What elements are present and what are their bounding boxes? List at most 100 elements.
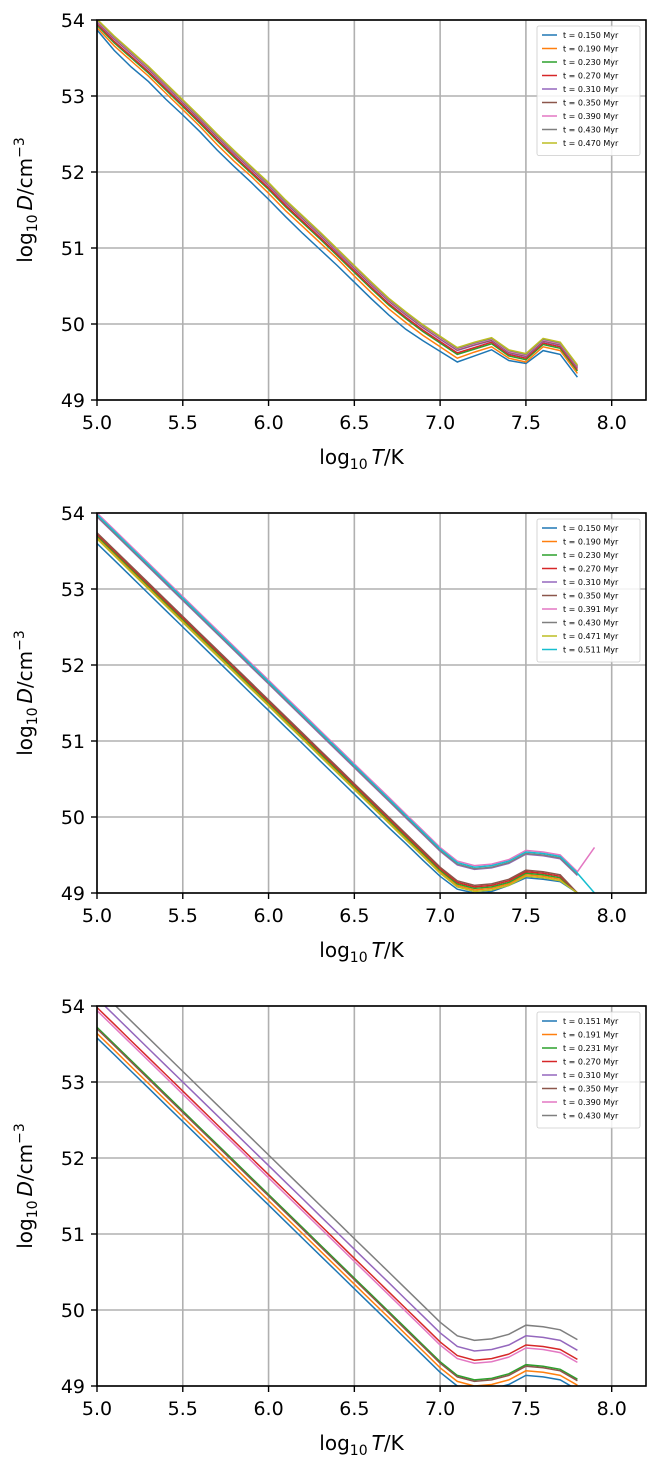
series-line-2 <box>97 536 578 893</box>
x-tick-label: 7.0 <box>425 1398 455 1420</box>
legend-label: t = 0.430 Myr <box>563 619 619 628</box>
chart-3-svg: 5.0 5.5 6.0 6.5 7.0 7.5 8.0 49 50 51 52 53 54 log10 T/… <box>12 996 647 1459</box>
y-tick-label: 52 <box>61 1148 85 1170</box>
legend-label: t = 0.470 Myr <box>563 139 619 148</box>
x-axis-label: log10 T/K <box>319 938 404 966</box>
series-line-3 <box>97 535 578 893</box>
legend-label: t = 0.190 Myr <box>563 538 619 547</box>
series-line-4 <box>97 1006 578 1361</box>
y-axis-label: log10D/cm−3 <box>12 630 41 756</box>
x-tick-label: 7.0 <box>425 905 455 927</box>
series-line-5 <box>103 1006 578 1352</box>
legend-label: t = 0.270 Myr <box>563 565 619 574</box>
series-group <box>97 20 578 378</box>
legend-label: t = 0.350 Myr <box>563 1085 619 1094</box>
plot-frame <box>96 512 647 894</box>
series-line-6 <box>97 20 578 368</box>
legend-label: t = 0.310 Myr <box>563 1071 619 1080</box>
series-line-4 <box>97 23 578 371</box>
series-line-2 <box>97 1032 578 1386</box>
y-tick-label: 49 <box>61 1376 85 1398</box>
legend-label: t = 0.430 Myr <box>563 1112 619 1121</box>
legend: t = 0.150 Myr t = 0.190 Myr t = 0.230 Myr t… <box>536 25 641 156</box>
x-tick-label: 6.5 <box>339 1398 369 1420</box>
legend-box <box>536 25 641 156</box>
chart-panel-2: 5.0 5.5 6.0 6.5 7.0 7.5 8.0 49 50 51 52 53 54 log10 T/… <box>0 493 655 985</box>
x-tick-label: 7.0 <box>425 412 455 434</box>
legend: t = 0.150 Myr t = 0.190 Myr t = 0.230 Myr t… <box>536 518 641 663</box>
y-tick-label: 54 <box>61 996 85 1018</box>
series-line-6 <box>97 1028 578 1383</box>
x-tick-label: 6.0 <box>253 412 283 434</box>
series-line-2 <box>97 27 578 374</box>
series-line-9 <box>97 538 578 893</box>
legend-label: t = 0.310 Myr <box>563 85 619 94</box>
series-line-8 <box>97 515 578 876</box>
legend-label: t = 0.471 Myr <box>563 632 619 641</box>
y-tick-label: 50 <box>61 1300 85 1322</box>
series-line-5 <box>97 516 578 877</box>
series-line-1 <box>97 1037 573 1386</box>
x-tick-label: 6.5 <box>339 412 369 434</box>
x-tick-label: 7.5 <box>511 412 541 434</box>
series-line-6 <box>97 532 578 893</box>
series-line-4 <box>97 533 578 893</box>
y-tick-label: 52 <box>61 162 85 184</box>
legend-label: t = 0.150 Myr <box>563 524 619 533</box>
legend-label: t = 0.190 Myr <box>563 45 619 54</box>
y-tick-label: 54 <box>61 503 85 525</box>
series-line-1 <box>97 542 578 893</box>
plot-frame <box>96 1005 647 1387</box>
x-tick-label: 8.0 <box>597 1398 627 1420</box>
legend-box <box>536 518 641 663</box>
series-group <box>97 513 596 893</box>
y-tick-label: 49 <box>61 883 85 905</box>
legend-label: t = 0.230 Myr <box>563 551 619 560</box>
x-axis-label: log10 T/K <box>319 1431 404 1459</box>
series-line-7 <box>97 513 596 873</box>
y-tick-label: 50 <box>61 807 85 829</box>
x-tick-label: 6.5 <box>339 905 369 927</box>
y-tick-label: 51 <box>61 1224 85 1246</box>
y-tick-label: 51 <box>61 238 85 260</box>
legend-label: t = 0.390 Myr <box>563 112 619 121</box>
legend: t = 0.151 Myr t = 0.191 Myr t = 0.231 Myr t… <box>536 1011 641 1129</box>
x-tick-label: 8.0 <box>597 905 627 927</box>
legend-label: t = 0.511 Myr <box>563 646 619 655</box>
legend-label: t = 0.191 Myr <box>563 1031 619 1040</box>
y-tick-label: 54 <box>61 10 85 32</box>
y-tick-label: 52 <box>61 655 85 677</box>
x-tick-label: 5.0 <box>82 1398 112 1420</box>
legend-label: t = 0.350 Myr <box>563 99 619 108</box>
y-axis-label: log10D/cm−3 <box>12 1123 41 1249</box>
legend-label: t = 0.390 Myr <box>563 1098 619 1107</box>
x-tick-label: 8.0 <box>597 412 627 434</box>
legend-label: t = 0.231 Myr <box>563 1044 619 1053</box>
series-line-7 <box>97 20 578 368</box>
y-tick-label: 49 <box>61 390 85 412</box>
y-tick-label: 53 <box>61 86 85 108</box>
y-axis-label: log10D/cm−3 <box>12 137 41 263</box>
x-tick-label: 5.0 <box>82 412 112 434</box>
chart-2-svg: 5.0 5.5 6.0 6.5 7.0 7.5 8.0 49 50 51 52 53 54 log10 T/… <box>12 503 647 966</box>
series-line-1 <box>97 29 578 378</box>
x-tick-label: 5.0 <box>82 905 112 927</box>
series-group <box>97 1006 578 1386</box>
legend-label: t = 0.150 Myr <box>563 31 619 40</box>
x-axis-label: log10 T/K <box>319 445 404 473</box>
chart-1-svg: 5.0 5.5 6.0 6.5 7.0 7.5 8.0 49 50 51 52 53 54 log10 T/… <box>12 10 647 473</box>
x-tick-label: 5.5 <box>168 905 198 927</box>
series-line-8 <box>114 1006 578 1342</box>
series-line-5 <box>97 21 578 369</box>
series-line-3 <box>97 1026 578 1381</box>
series-line-10 <box>97 513 596 893</box>
legend-label: t = 0.430 Myr <box>563 126 619 135</box>
x-tick-label: 6.0 <box>253 1398 283 1420</box>
legend-label: t = 0.350 Myr <box>563 592 619 601</box>
x-tick-label: 7.5 <box>511 905 541 927</box>
y-tick-label: 51 <box>61 731 85 753</box>
plot-frame <box>96 19 647 401</box>
legend-label: t = 0.270 Myr <box>563 72 619 81</box>
series-line-3 <box>97 24 578 372</box>
legend-label: t = 0.270 Myr <box>563 1058 619 1067</box>
